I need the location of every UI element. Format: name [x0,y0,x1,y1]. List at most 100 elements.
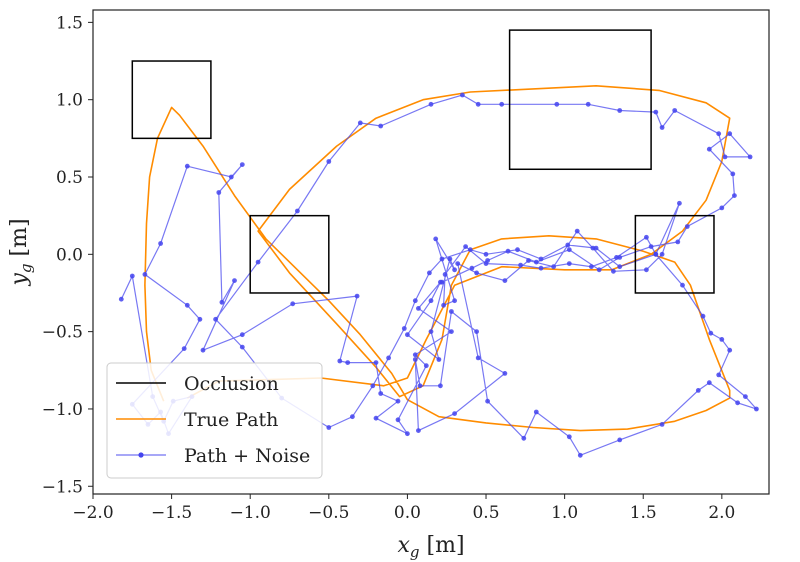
noise-point-142 [596,267,602,273]
noise-point-109 [370,383,376,389]
noise-point-24 [290,301,296,307]
noise-point-118 [357,120,363,126]
noise-point-2 [129,273,135,279]
noise-point-107 [401,326,407,331]
x-tick-label: 0.0 [394,503,421,523]
noise-point-53 [566,261,572,266]
noise-point-122 [475,101,481,107]
noise-point-88 [754,406,759,412]
x-tick-label: −2.0 [72,503,113,523]
noise-point-102 [483,251,489,257]
noise-point-95 [680,282,685,288]
noise-point-30 [395,398,401,404]
noise-point-39 [428,298,434,304]
x-tick-label: −1.0 [230,503,271,523]
noise-point-19 [216,190,222,195]
x-tick-label: 1.5 [630,503,657,523]
noise-point-82 [577,452,583,458]
noise-point-43 [447,256,453,262]
noise-point-71 [452,411,457,416]
noise-point-80 [533,409,539,415]
noise-point-64 [551,264,556,270]
noise-point-100 [538,256,544,262]
noise-point-21 [232,278,237,283]
noise-point-137 [719,205,725,211]
x-axis-ticks: −2.0 −1.5 −1.0 −0.5 0.0 0.5 1.0 1.5 2.0 [72,494,735,523]
noise-point-74 [417,383,423,389]
noise-point-121 [460,92,465,98]
noise-point-69 [475,355,481,361]
y-tick-label: −0.5 [42,323,83,343]
noise-point-52 [538,265,544,271]
noise-point-49 [463,244,468,250]
noise-point-29 [378,391,384,396]
noise-point-127 [653,109,659,115]
noise-point-87 [735,400,740,406]
noise-point-33 [395,417,401,423]
noise-point-34 [423,363,429,369]
noise-point-98 [593,245,599,251]
noise-point-138 [684,224,690,229]
y-tick-label: −1.0 [42,400,83,420]
noise-point-136 [732,193,737,199]
noise-point-92 [719,337,725,342]
noise-point-16 [184,163,190,169]
noise-point-26 [337,358,343,364]
noise-point-76 [449,309,454,314]
occlusion-rect-2 [508,29,652,171]
legend-box [106,362,323,479]
noise-point-68 [455,261,461,266]
noise-point-126 [617,108,623,113]
legend-label-path-plus-noise: Path + Noise [184,445,310,467]
noise-point-77 [474,329,479,334]
noise-point-119 [378,123,384,129]
noise-point-147 [469,265,475,271]
noise-point-104 [439,256,445,262]
noise-point-42 [428,329,434,334]
path-plus-noise-line [120,94,759,457]
noise-point-103 [467,247,473,253]
noise-point-145 [505,248,511,254]
noise-point-41 [436,357,442,362]
x-axis-label: xg [m] [397,533,464,561]
noise-point-133 [727,131,733,137]
plot-area-frame [92,9,770,495]
true-path-series [144,85,731,432]
noise-point-40 [405,332,410,338]
noise-point-110 [350,414,355,420]
noise-point-114 [213,316,219,322]
noise-point-67 [474,270,479,276]
noise-point-99 [565,242,571,248]
noise-point-73 [412,357,418,362]
y-tick-label: −1.5 [42,477,83,497]
noise-point-124 [554,101,560,107]
noise-point-70 [502,371,508,376]
noise-point-23 [239,332,245,338]
noise-point-134 [706,146,712,152]
noise-point-22 [200,347,206,353]
noise-point-36 [449,329,454,334]
y-axis-label: yg [m] [7,218,35,286]
noise-point-94 [700,313,706,319]
noise-point-61 [611,268,616,274]
occlusion-rect-4 [634,214,715,294]
noise-point-79 [521,435,527,441]
noise-point-81 [566,434,572,440]
x-tick-label: 2.0 [708,503,735,523]
noise-point-113 [239,344,245,350]
noise-point-90 [716,372,722,378]
legend-label-true-path: True Path [184,409,278,431]
noise-point-93 [708,330,714,336]
noise-point-51 [518,262,523,268]
legend-marker-path-plus-noise [138,452,144,458]
noise-point-96 [653,251,659,257]
noise-point-130 [716,131,722,137]
noise-point-123 [499,101,505,107]
noise-point-117 [326,159,332,164]
y-axis-ticks: −1.5 −1.0 −0.5 0.0 0.5 1.0 1.5 [42,13,93,497]
noise-point-146 [485,258,490,263]
noise-point-63 [574,228,580,234]
noise-point-1 [118,296,124,302]
y-tick-label: 0.5 [56,168,83,188]
